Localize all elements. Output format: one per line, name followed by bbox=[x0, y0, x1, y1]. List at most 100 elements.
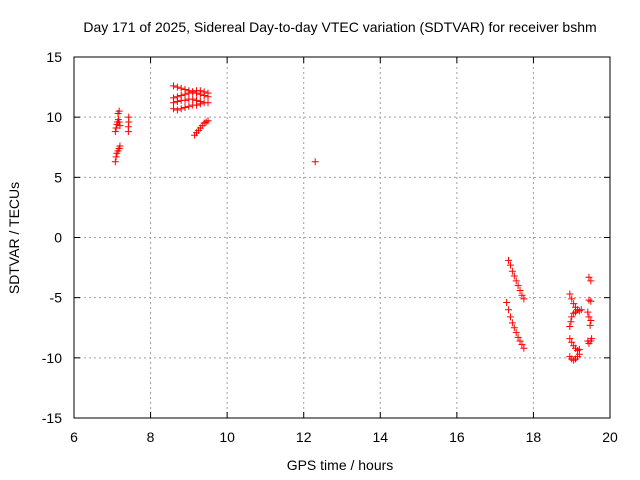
data-point bbox=[570, 356, 578, 364]
plot-frame bbox=[73, 56, 611, 419]
data-point bbox=[567, 318, 575, 326]
data-point bbox=[588, 335, 596, 343]
data-point bbox=[173, 83, 181, 91]
x-tick-label: 8 bbox=[147, 429, 155, 445]
tick-labels: 6 8 10 12 14 16 18 20 -15 -10 -5 0 5 10 15 bbox=[42, 49, 618, 445]
data-point bbox=[510, 324, 518, 332]
data-point bbox=[506, 261, 514, 269]
data-point bbox=[577, 306, 585, 314]
data-point bbox=[587, 297, 595, 305]
data-point bbox=[520, 295, 528, 303]
data-point bbox=[505, 306, 513, 314]
data-point bbox=[116, 122, 124, 130]
data-point bbox=[503, 298, 511, 306]
series-arc-f2 bbox=[566, 308, 580, 331]
x-tick-label: 12 bbox=[296, 429, 312, 445]
y-tick-label: 10 bbox=[46, 109, 62, 125]
data-point bbox=[510, 272, 518, 280]
series-arc-e1 bbox=[505, 256, 528, 303]
data-point bbox=[204, 99, 212, 107]
data-point bbox=[189, 88, 197, 96]
data-point bbox=[568, 338, 576, 346]
data-point bbox=[196, 100, 204, 108]
data-point bbox=[196, 87, 204, 95]
series-arc-g4 bbox=[584, 335, 596, 347]
data-point bbox=[505, 256, 513, 264]
data-point bbox=[112, 124, 120, 132]
series-arc-f3 bbox=[566, 335, 583, 355]
x-tick-label: 14 bbox=[372, 429, 388, 445]
data-point bbox=[116, 142, 124, 150]
x-axis-label: GPS time / hours bbox=[287, 457, 394, 473]
data-point bbox=[170, 99, 178, 107]
data-point bbox=[512, 329, 520, 337]
series-arc-a2 bbox=[111, 107, 124, 136]
data-point bbox=[568, 313, 576, 321]
y-tick-label: -10 bbox=[42, 350, 62, 366]
data-point bbox=[311, 158, 319, 166]
series-arc-f1 bbox=[566, 290, 585, 315]
data-point bbox=[508, 267, 516, 275]
series-arc-a3 bbox=[124, 113, 133, 136]
data-point bbox=[585, 296, 593, 304]
data-point bbox=[506, 313, 514, 321]
data-points bbox=[111, 82, 596, 364]
data-point bbox=[177, 105, 185, 113]
x-tick-label: 10 bbox=[219, 429, 235, 445]
data-point bbox=[514, 333, 522, 341]
data-point bbox=[516, 337, 524, 345]
data-point bbox=[173, 106, 181, 114]
data-point bbox=[516, 286, 524, 294]
data-point bbox=[566, 290, 574, 298]
data-point bbox=[514, 282, 522, 290]
y-tick-label: 15 bbox=[46, 49, 62, 65]
series-arc-g3 bbox=[584, 308, 595, 329]
data-point bbox=[200, 88, 208, 96]
x-tick-label: 6 bbox=[70, 429, 78, 445]
data-point bbox=[585, 273, 593, 281]
data-point bbox=[570, 300, 578, 308]
x-tick-label: 18 bbox=[526, 429, 542, 445]
data-point bbox=[115, 107, 123, 115]
x-tick-label: 16 bbox=[449, 429, 465, 445]
data-point bbox=[111, 158, 119, 166]
y-tick-label: 0 bbox=[54, 230, 62, 246]
y-tick-label: -15 bbox=[42, 410, 62, 426]
data-point bbox=[111, 128, 119, 136]
data-point bbox=[185, 102, 193, 110]
data-point bbox=[115, 118, 123, 126]
series-arc-c1 bbox=[191, 117, 212, 139]
series-arc-d1 bbox=[311, 158, 319, 166]
data-point bbox=[587, 317, 595, 325]
data-point bbox=[518, 291, 526, 299]
series-arc-g2 bbox=[585, 296, 595, 305]
data-point bbox=[202, 118, 210, 126]
data-point bbox=[193, 101, 201, 109]
x-tick-label: 20 bbox=[602, 429, 618, 445]
data-point bbox=[585, 313, 593, 321]
data-point bbox=[518, 341, 526, 349]
chart-title: Day 171 of 2025, Sidereal Day-to-day VTE… bbox=[83, 19, 596, 35]
series-arc-g1 bbox=[585, 273, 595, 285]
series-arc-f4 bbox=[566, 350, 583, 364]
data-point bbox=[584, 308, 592, 316]
data-point bbox=[587, 277, 595, 285]
series-arc-b4 bbox=[170, 100, 204, 114]
data-point bbox=[125, 113, 133, 121]
data-point bbox=[586, 321, 594, 329]
y-tick-label: 5 bbox=[54, 169, 62, 185]
data-point bbox=[185, 89, 193, 97]
y-axis-label: SDTVAR / TECUs bbox=[6, 182, 22, 294]
data-point bbox=[181, 90, 189, 98]
y-tick-label: -5 bbox=[50, 290, 63, 306]
data-point bbox=[173, 98, 181, 106]
grid bbox=[74, 57, 610, 418]
data-point bbox=[520, 344, 528, 352]
data-point bbox=[112, 153, 120, 161]
data-point bbox=[181, 104, 189, 112]
data-point bbox=[204, 117, 212, 125]
data-point bbox=[170, 82, 178, 90]
data-point bbox=[512, 277, 520, 285]
data-point bbox=[181, 96, 189, 104]
